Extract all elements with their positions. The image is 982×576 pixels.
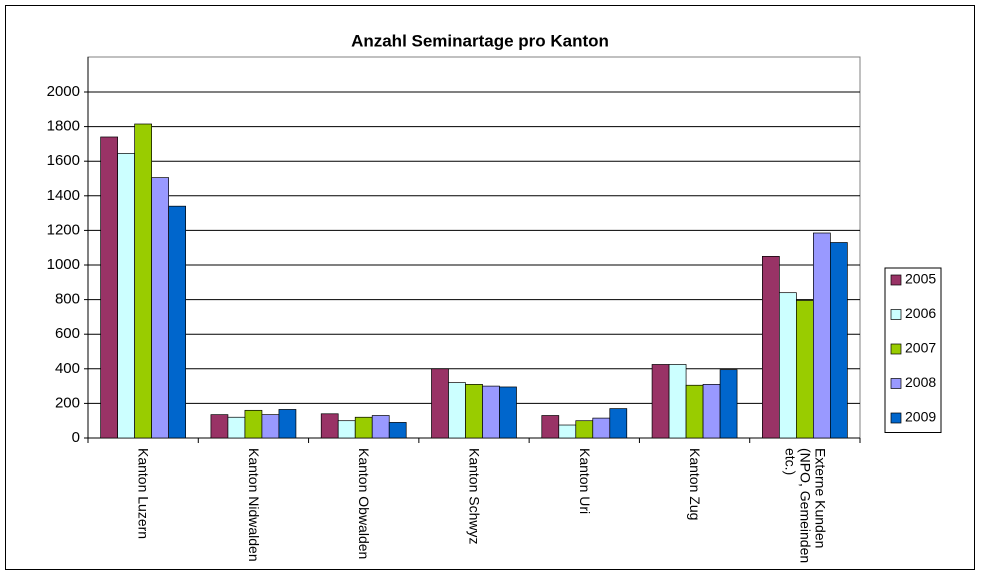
bar: [541, 415, 560, 439]
legend-swatch: [890, 343, 902, 355]
bar: [371, 415, 390, 439]
y-tick-label: 1800: [47, 118, 80, 135]
bar: [575, 420, 594, 439]
y-tick-label: 1000: [47, 256, 80, 273]
legend-label: 2009: [905, 409, 936, 425]
legend-swatch: [890, 378, 902, 389]
bar: [210, 414, 229, 439]
bar: [100, 136, 118, 439]
bar: [685, 384, 704, 439]
y-tick-label: 1200: [47, 221, 80, 238]
y-tick-label: 400: [55, 360, 80, 377]
legend-label: 2008: [905, 374, 936, 390]
chart-title: Anzahl Seminartage pro Kanton: [351, 31, 609, 50]
legend-swatch: [890, 274, 902, 286]
x-tick-label: Kanton Uri: [576, 448, 593, 515]
bar: [482, 385, 500, 439]
bar: [388, 422, 407, 439]
y-tick-label: 0: [72, 429, 80, 446]
x-tick-label: Kanton Luzern: [135, 448, 152, 540]
y-tick-label: 200: [55, 394, 80, 411]
legend-label: 2007: [905, 340, 936, 356]
x-tick-label: Kanton Nidwalden: [245, 448, 262, 562]
x-tick-label: Kanton Obwalden: [356, 448, 373, 560]
bar: [320, 413, 339, 439]
y-tick-label: 800: [55, 291, 80, 308]
legend-swatch: [890, 412, 902, 424]
x-tick-label: Kanton Zug: [687, 448, 704, 521]
bar: [651, 364, 670, 439]
bar: [354, 416, 373, 439]
bar: [668, 364, 687, 439]
bar: [244, 409, 263, 439]
bar: [431, 368, 449, 439]
bar: [830, 242, 848, 439]
bar: [796, 300, 814, 439]
bar: [558, 424, 577, 439]
bar: [261, 414, 280, 439]
x-tick-label: Kanton Schwyz: [466, 448, 483, 545]
bar: [609, 408, 628, 439]
bar: [702, 384, 721, 439]
y-tick-label: 1400: [47, 187, 80, 204]
legend-swatch: [890, 309, 902, 320]
bar: [813, 232, 831, 439]
bar: [117, 153, 135, 439]
bar: [134, 123, 152, 439]
bar: [151, 177, 169, 439]
bar: [278, 409, 297, 439]
bar: [779, 292, 797, 439]
y-tick-label: 1600: [47, 152, 80, 169]
bar: [465, 384, 483, 439]
legend-label: 2005: [905, 271, 936, 287]
bar: [227, 416, 246, 439]
bar: [337, 420, 356, 439]
bar: [719, 369, 738, 439]
x-tick-label: Externe Kunden (NPO, Gemeinden etc.): [782, 448, 829, 564]
y-tick-label: 600: [55, 325, 80, 342]
bar: [168, 205, 186, 439]
y-tick-label: 2000: [47, 83, 80, 100]
bar: [592, 417, 611, 439]
bar: [448, 382, 466, 439]
plot-area: [87, 56, 861, 439]
bar: [762, 256, 780, 439]
bar: [499, 386, 517, 439]
legend-label: 2006: [905, 305, 936, 321]
